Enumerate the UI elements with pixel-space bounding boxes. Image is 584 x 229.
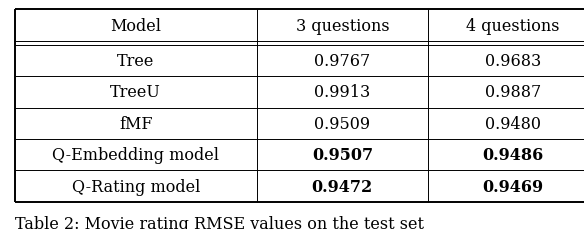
- Text: 0.9913: 0.9913: [314, 84, 370, 101]
- Text: 0.9887: 0.9887: [485, 84, 541, 101]
- Text: TreeU: TreeU: [110, 84, 161, 101]
- Text: 3 questions: 3 questions: [296, 17, 389, 34]
- Text: Model: Model: [110, 17, 161, 34]
- Text: Table 2: Movie rating RMSE values on the test set: Table 2: Movie rating RMSE values on the…: [15, 215, 423, 229]
- Text: 0.9767: 0.9767: [314, 53, 370, 70]
- Text: fMF: fMF: [119, 115, 152, 132]
- Text: 0.9507: 0.9507: [312, 147, 373, 164]
- Text: Q-Embedding model: Q-Embedding model: [53, 147, 219, 164]
- Text: Q-Rating model: Q-Rating model: [72, 178, 200, 195]
- Text: 0.9509: 0.9509: [314, 115, 370, 132]
- Text: 0.9480: 0.9480: [485, 115, 541, 132]
- Text: 4 questions: 4 questions: [467, 17, 560, 34]
- Text: 0.9472: 0.9472: [312, 178, 373, 195]
- Text: Tree: Tree: [117, 53, 154, 70]
- Text: 0.9683: 0.9683: [485, 53, 541, 70]
- Text: 0.9469: 0.9469: [482, 178, 544, 195]
- Text: 0.9486: 0.9486: [482, 147, 544, 164]
